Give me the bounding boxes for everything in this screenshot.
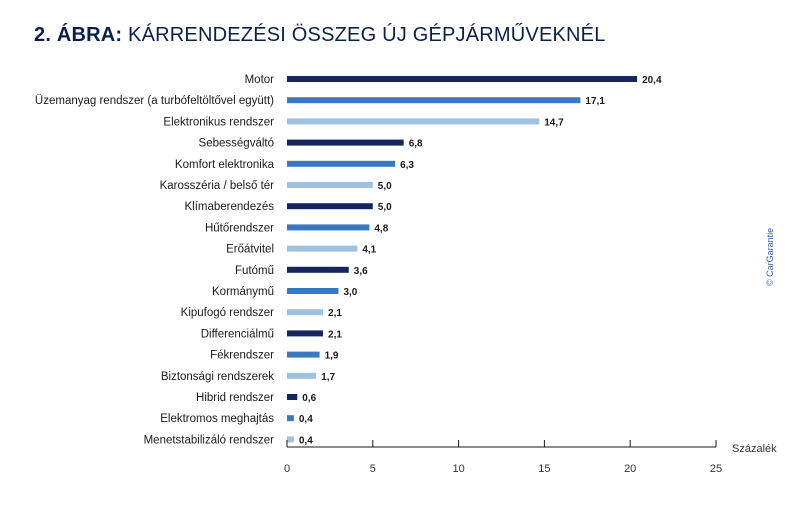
- bar: [287, 351, 320, 358]
- x-tick-label: 15: [538, 463, 550, 475]
- category-label: Sebességváltó: [199, 138, 274, 150]
- data-label: 14,7: [544, 117, 564, 128]
- bar: [287, 245, 358, 252]
- bar: [287, 97, 581, 104]
- category-label: Komfort elektronika: [175, 159, 275, 171]
- bar: [287, 76, 638, 82]
- data-label: 6,3: [400, 160, 414, 171]
- bar: [287, 372, 317, 379]
- bar: [287, 224, 370, 231]
- bar: [287, 203, 373, 210]
- x-tick-label: 5: [370, 463, 376, 475]
- data-label: 0,4: [299, 435, 313, 446]
- bar: [287, 436, 294, 443]
- category-label: Kormánymű: [212, 286, 274, 298]
- category-label: Karosszéria / belső tér: [160, 180, 275, 192]
- category-label: Elektronikus rendszer: [163, 116, 274, 128]
- bar: [287, 160, 396, 167]
- category-label: Differenciálmű: [201, 328, 274, 340]
- data-label: 0,6: [302, 393, 316, 404]
- data-label: 6,8: [409, 139, 423, 150]
- bar: [287, 139, 404, 146]
- data-label: 5,0: [378, 181, 392, 192]
- source-credit-text: © CarGarantie: [765, 227, 775, 286]
- x-axis-label: Százalék: [732, 443, 777, 455]
- category-label: Futómű: [235, 265, 274, 277]
- bar: [287, 330, 324, 337]
- category-label: Hibrid rendszer: [196, 392, 274, 404]
- bar: [287, 309, 324, 316]
- data-label: 1,7: [321, 372, 335, 383]
- source-credit: © CarGarantie: [752, 228, 775, 292]
- data-label: 0,4: [299, 414, 313, 425]
- category-label: Kipufogó rendszer: [181, 307, 275, 319]
- category-label: Motor: [245, 74, 275, 86]
- data-label: 3,6: [354, 266, 368, 277]
- data-label: 4,1: [362, 245, 376, 256]
- chart-title-main: KÁRRENDEZÉSI ÖSSZEG ÚJ GÉPJÁRMŰVEKNÉL: [128, 24, 606, 46]
- category-label: Biztonsági rendszerek: [161, 371, 274, 383]
- bar: [287, 288, 339, 294]
- bar: [287, 266, 349, 273]
- x-tick-label: 25: [710, 463, 722, 475]
- x-tick-label: 20: [624, 463, 636, 475]
- bar: [287, 394, 298, 400]
- category-label: Erőátvitel: [226, 244, 274, 256]
- bar: [287, 415, 294, 422]
- data-label: 3,0: [343, 287, 357, 298]
- data-label: 2,1: [328, 308, 342, 319]
- data-label: 17,1: [585, 96, 605, 107]
- category-label: Üzemanyag rendszer (a turbófeltöltővel e…: [35, 95, 274, 107]
- category-label: Hűtőrendszer: [205, 222, 274, 234]
- data-label: 4,8: [374, 223, 388, 234]
- chart-title: 2. ÁBRA: KÁRRENDEZÉSI ÖSSZEG ÚJ GÉPJÁRMŰ…: [34, 24, 606, 47]
- category-label: Fékrendszer: [210, 350, 274, 362]
- x-tick-label: 10: [452, 463, 464, 475]
- chart-title-prefix: 2. ÁBRA:: [34, 24, 123, 46]
- bar: [287, 182, 373, 188]
- category-label: Menetstabilizáló rendszer: [144, 434, 275, 446]
- x-tick-label: 0: [284, 463, 290, 475]
- bar: [287, 118, 540, 125]
- data-label: 2,1: [328, 329, 342, 340]
- data-label: 1,9: [325, 351, 339, 362]
- data-label: 5,0: [378, 202, 392, 213]
- category-label: Elektromos meghajtás: [160, 413, 274, 425]
- data-label: 20,4: [642, 75, 662, 86]
- category-label: Klímaberendezés: [185, 201, 275, 213]
